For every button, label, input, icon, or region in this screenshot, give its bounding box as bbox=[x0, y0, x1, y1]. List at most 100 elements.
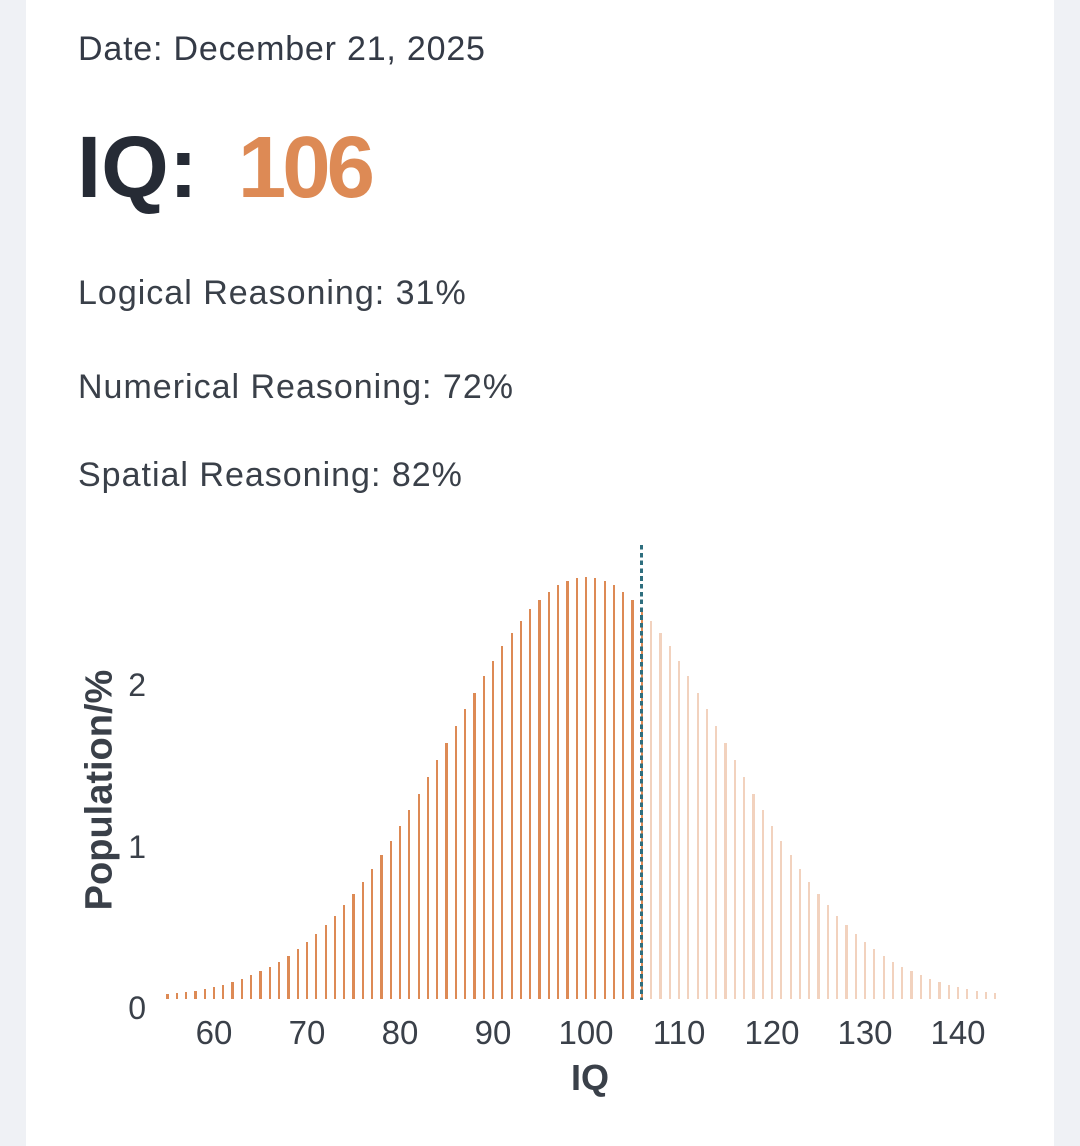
distribution-bar bbox=[901, 966, 904, 999]
distribution-bar bbox=[724, 743, 727, 999]
distribution-bar bbox=[622, 591, 625, 999]
distribution-bar bbox=[994, 993, 997, 999]
distribution-bar bbox=[882, 955, 885, 999]
x-tick-label: 90 bbox=[474, 1014, 512, 1051]
distribution-bar bbox=[231, 981, 234, 999]
distribution-bar bbox=[770, 825, 774, 999]
distribution-bar bbox=[175, 993, 178, 999]
distribution-bar bbox=[854, 933, 857, 999]
distribution-bar bbox=[398, 825, 402, 999]
distribution-bar bbox=[603, 580, 606, 999]
distribution-bar bbox=[566, 580, 569, 999]
x-tick-label: 120 bbox=[744, 1014, 800, 1051]
distribution-bar bbox=[371, 868, 374, 999]
distribution-bar bbox=[631, 599, 634, 999]
distribution-bar bbox=[417, 793, 420, 999]
distribution-bar bbox=[659, 632, 662, 999]
distribution-bar bbox=[677, 661, 681, 999]
distribution-bar bbox=[538, 599, 541, 999]
distribution-bar bbox=[473, 692, 476, 999]
distribution-bar bbox=[817, 893, 820, 999]
distribution-bar bbox=[166, 994, 169, 999]
y-tick-label: 1 bbox=[128, 828, 146, 865]
distribution-bar bbox=[259, 971, 262, 999]
distribution-bar bbox=[389, 840, 392, 999]
distribution-bar bbox=[287, 955, 290, 999]
distribution-bar bbox=[510, 632, 513, 999]
metric-logical-reasoning: Logical Reasoning: 31% bbox=[78, 274, 467, 312]
distribution-bar bbox=[529, 609, 532, 999]
metric-spatial-reasoning: Spatial Reasoning: 82% bbox=[78, 456, 463, 494]
distribution-bar bbox=[268, 966, 271, 999]
distribution-bar bbox=[808, 881, 811, 999]
distribution-bar bbox=[929, 978, 932, 999]
distribution-bar bbox=[315, 933, 318, 999]
distribution-bar bbox=[184, 992, 188, 999]
x-tick-label: 60 bbox=[195, 1014, 233, 1051]
distribution-bar bbox=[426, 776, 430, 999]
distribution-bar bbox=[464, 709, 467, 999]
iq-heading-value: 106 bbox=[237, 119, 375, 216]
iq-distribution-chart: 0 1 2 60 70 80 90 100 110 120 130 140 Population/% IQ bbox=[26, 0, 1054, 1146]
distribution-bar bbox=[436, 760, 439, 999]
iq-heading-label: IQ: bbox=[77, 119, 198, 216]
distribution-bar bbox=[826, 905, 829, 999]
distribution-bar bbox=[696, 692, 699, 999]
distribution-bar bbox=[212, 986, 216, 999]
distribution-bar bbox=[343, 905, 346, 999]
distribution-bar bbox=[612, 585, 616, 999]
distribution-bar bbox=[594, 577, 597, 999]
distribution-bar bbox=[733, 760, 736, 999]
distribution-bar bbox=[798, 868, 802, 999]
x-tick-label: 80 bbox=[381, 1014, 419, 1051]
distribution-bar bbox=[203, 988, 206, 999]
x-tick-label: 100 bbox=[558, 1014, 614, 1051]
distribution-bar bbox=[956, 986, 960, 999]
distribution-bar bbox=[296, 949, 299, 999]
y-tick-label: 2 bbox=[128, 667, 146, 703]
x-tick-label: 130 bbox=[837, 1014, 893, 1051]
distribution-bar bbox=[333, 915, 337, 999]
iq-heading: IQ: 106 bbox=[77, 124, 375, 211]
distribution-bar bbox=[445, 743, 448, 999]
distribution-bar bbox=[519, 620, 523, 999]
distribution-bar bbox=[873, 949, 876, 999]
distribution-bar bbox=[361, 881, 364, 999]
distribution-bar bbox=[966, 988, 969, 999]
distribution-bar bbox=[324, 925, 327, 999]
x-tick-label: 110 bbox=[652, 1014, 706, 1051]
distribution-bar bbox=[380, 855, 383, 999]
x-tick-label: 70 bbox=[288, 1014, 326, 1051]
distribution-bar bbox=[975, 990, 978, 999]
distribution-bar bbox=[752, 793, 755, 999]
distribution-bar bbox=[891, 961, 895, 999]
distribution-bar bbox=[761, 809, 764, 999]
distribution-bar bbox=[575, 577, 578, 999]
metric-numerical-reasoning: Numerical Reasoning: 72% bbox=[78, 368, 514, 406]
distribution-bar bbox=[910, 971, 913, 999]
distribution-bar bbox=[687, 676, 690, 999]
distribution-bar bbox=[408, 809, 411, 999]
distribution-bar bbox=[780, 840, 783, 999]
distribution-bar bbox=[789, 855, 792, 999]
distribution-bar bbox=[222, 984, 225, 999]
report-card: Date: December 21, 2025 IQ: 106 Logical R… bbox=[26, 0, 1054, 1146]
distribution-bar bbox=[705, 709, 709, 999]
distribution-bar bbox=[650, 620, 653, 999]
distribution-bar bbox=[240, 978, 244, 999]
distribution-bar bbox=[584, 576, 588, 999]
distribution-bar bbox=[454, 726, 457, 999]
date-text: Date: December 21, 2025 bbox=[78, 30, 486, 68]
distribution-bar bbox=[482, 676, 485, 999]
distribution-bar bbox=[278, 961, 281, 999]
y-tick-label: 0 bbox=[128, 990, 146, 1026]
y-axis-title: Population/% bbox=[78, 669, 121, 911]
distribution-bar bbox=[919, 975, 922, 999]
distribution-bar bbox=[668, 646, 671, 999]
distribution-bar bbox=[547, 591, 550, 999]
distribution-bar bbox=[352, 893, 355, 999]
distribution-bar bbox=[305, 941, 309, 999]
distribution-bar bbox=[743, 776, 746, 999]
iq-marker-line bbox=[640, 545, 644, 1000]
x-axis-title: IQ bbox=[570, 1057, 610, 1098]
